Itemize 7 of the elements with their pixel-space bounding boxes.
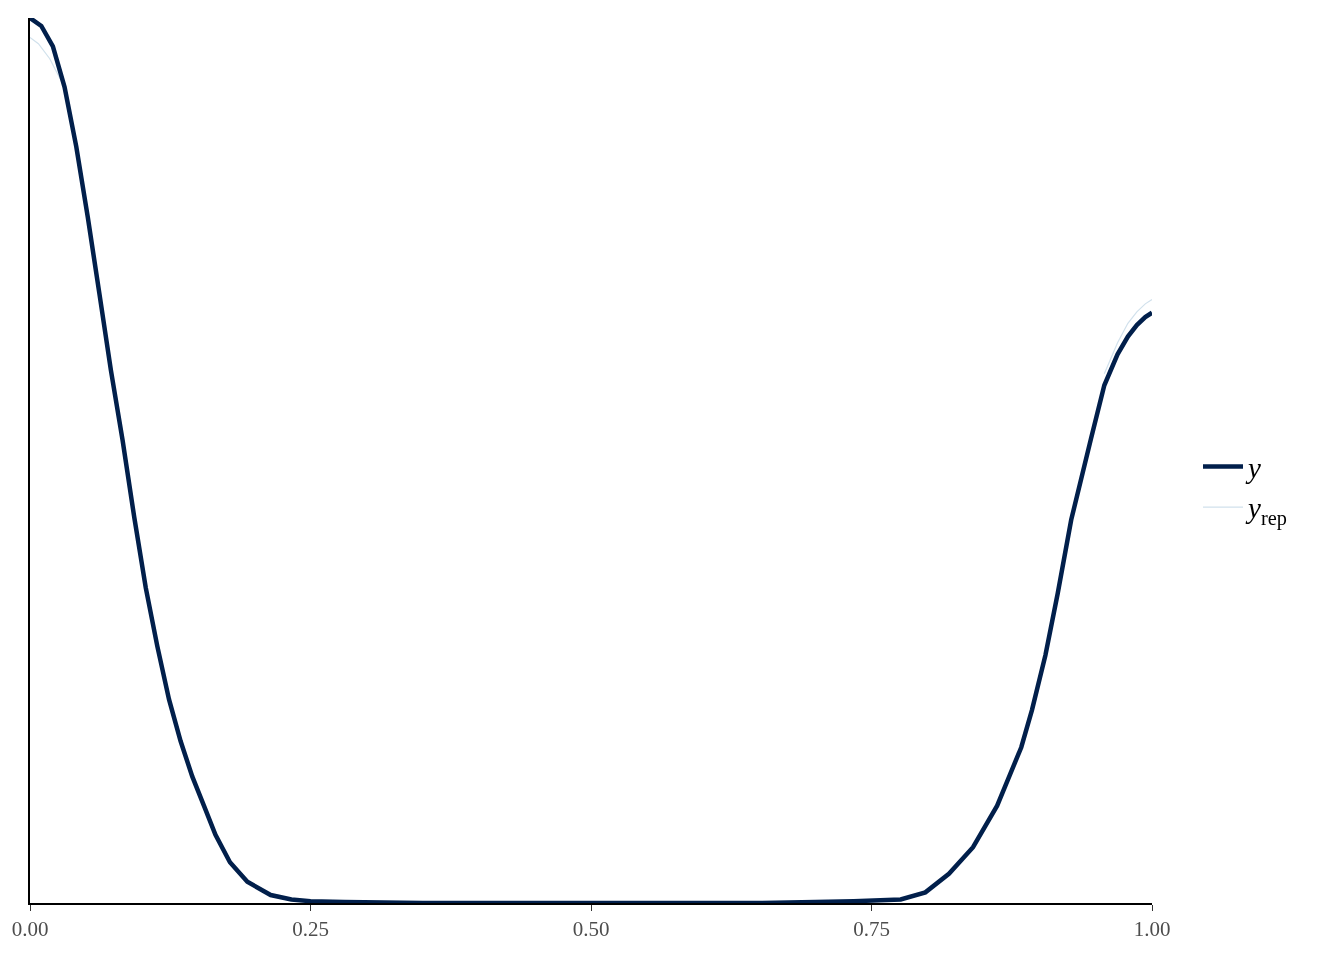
x-tick-label: 1.00: [1133, 916, 1171, 941]
legend-label: y: [1245, 451, 1261, 484]
x-tick-label: 0.25: [292, 916, 329, 941]
x-tick-label: 0.75: [853, 916, 890, 941]
x-tick-label: 0.50: [572, 916, 610, 941]
legend-label: y$_{rep}$: [1245, 492, 1287, 530]
x-tick-label: 0.00: [11, 916, 49, 941]
